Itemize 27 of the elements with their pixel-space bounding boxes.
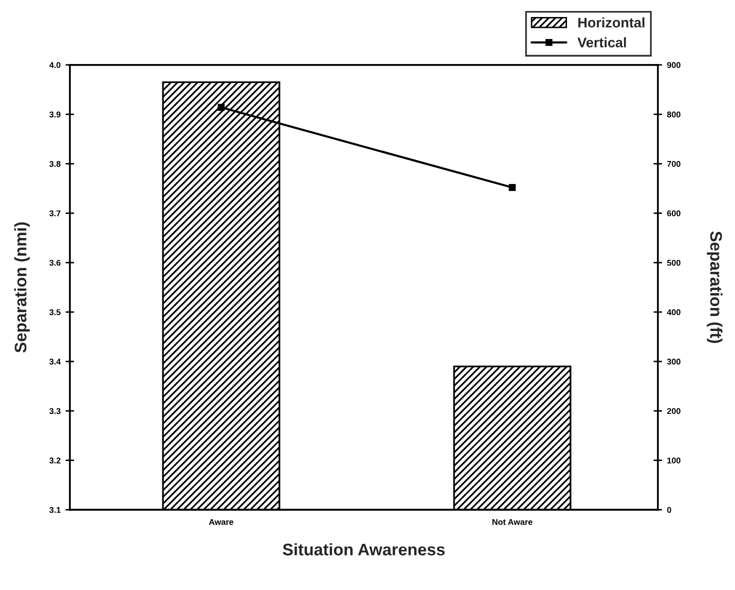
- x-tick-label: Aware: [208, 519, 234, 525]
- y2-tick-label: 0: [667, 506, 672, 513]
- x-axis-title: Situation Awareness: [282, 543, 445, 556]
- y2-tick-label: 500: [667, 260, 680, 266]
- y2-tick-label: 600: [667, 210, 680, 216]
- y-tick-label: 3.9: [49, 112, 60, 118]
- y-tick-label: 3.3: [49, 408, 60, 414]
- y-tick-label: 3.6: [49, 260, 60, 266]
- y-tick-label: 3.5: [49, 309, 61, 316]
- y-tick-label: 4.0: [49, 62, 60, 68]
- y2-tick-label: 100: [667, 458, 680, 464]
- y-tick-label: 3.4: [49, 358, 61, 365]
- y2-tick-label: 700: [667, 160, 680, 167]
- legend-label: Vertical: [578, 37, 626, 48]
- legend-label: Horizontal: [578, 17, 644, 28]
- y-tick-label: 3.1: [49, 506, 61, 513]
- y2-tick-label: 400: [666, 309, 680, 316]
- y-axis-title: Separation (nmi): [14, 222, 30, 353]
- y-tick-label: 3.8: [49, 160, 61, 167]
- x-tick-label: Not Aware: [492, 519, 532, 525]
- y2-tick-label: 800: [667, 112, 680, 118]
- y2-tick-label: 200: [667, 408, 680, 414]
- y2-tick-label: 900: [667, 62, 680, 68]
- y-tick-label: 3.2: [49, 458, 60, 464]
- y2-tick-label: 300: [667, 358, 680, 365]
- y2-axis-title: Separation (ft): [706, 231, 722, 343]
- y-tick-label: 3.7: [49, 210, 60, 216]
